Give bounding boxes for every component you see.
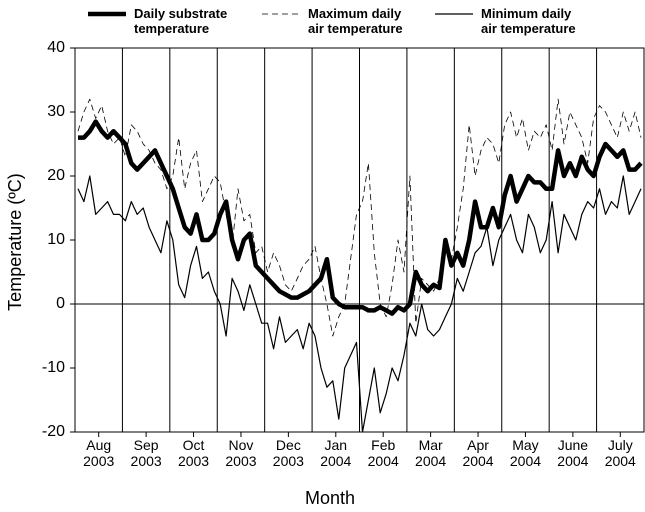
- y-tick-label: -20: [42, 423, 65, 440]
- legend-label: Daily substrate temperature: [134, 6, 228, 36]
- y-tick-label: 20: [47, 167, 65, 184]
- series-line: [77, 175, 642, 433]
- x-tick-label: Apr 2004: [462, 437, 494, 469]
- x-tick-label: Oct 2003: [177, 437, 210, 469]
- plot-frame: [74, 47, 645, 433]
- x-tick-label: Sep 2003: [130, 437, 162, 469]
- x-tick-label: Dec 2003: [272, 437, 304, 469]
- y-tick-label: 0: [56, 295, 65, 312]
- y-tick-label: 30: [47, 103, 65, 120]
- x-tick-label: June 2004: [557, 437, 589, 469]
- x-axis-label: Month: [304, 488, 356, 508]
- y-tick-label: 40: [47, 39, 65, 56]
- x-tick-label: May 2004: [509, 437, 542, 469]
- x-tick-label: Nov 2003: [225, 437, 257, 469]
- x-tick-label: July 2004: [604, 437, 636, 469]
- x-tick-label: Mar 2004: [415, 437, 447, 469]
- y-tick-label: 10: [47, 231, 65, 248]
- y-tick-label: -10: [42, 359, 65, 376]
- series-line: [78, 119, 643, 316]
- legend-label: Minimum daily air temperature: [481, 6, 576, 36]
- x-tick-label: Jan 2004: [320, 437, 352, 469]
- legend-label: Maximum daily air temperature: [308, 6, 403, 36]
- x-tick-label: Aug 2003: [83, 437, 115, 469]
- y-axis-label: Temperature (ºC): [5, 173, 25, 311]
- series-line: [77, 98, 642, 337]
- x-tick-label: Feb 2004: [367, 437, 399, 469]
